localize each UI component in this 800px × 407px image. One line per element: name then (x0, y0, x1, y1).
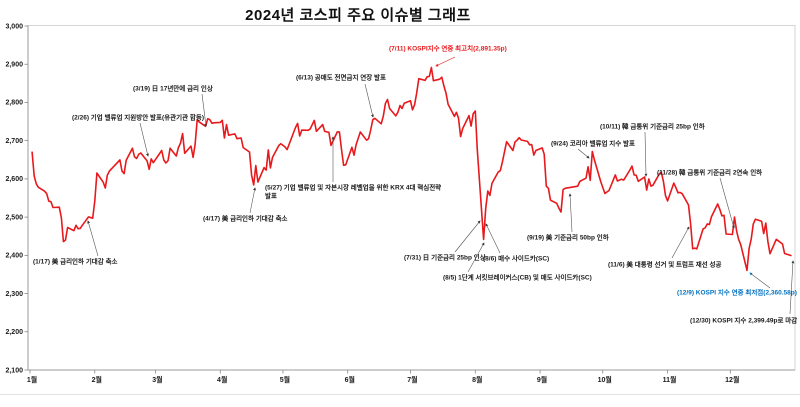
annotation-10-11-bok-cut-25bp-leader (644, 131, 648, 177)
y-axis-label: 2,900 (5, 62, 23, 69)
x-axis-label: 9월 (537, 375, 547, 384)
annotation-12-9-kospi-yearly-low: (12/9) KOSPI 지수 연중 최저점(2,360.58p) (677, 288, 797, 297)
annotation-2-26-value-up-plan: (2/26) 기업 밸류업 지원방안 발표(유관기관 합동) (72, 113, 204, 122)
x-axis-label: 8월 (472, 375, 482, 384)
x-axis-label: 6월 (345, 375, 355, 384)
annotation-9-19-fed-cut-50bp: (9/19) 美 기준금리 50bp 인하 (527, 233, 609, 242)
annotation-12-9-kospi-yearly-low-leader (749, 272, 771, 289)
y-axis-label: 2,100 (5, 367, 23, 374)
annotation-5-27-krx-core-strategy-line2: 발표 (265, 191, 277, 200)
x-axis-label: 11월 (663, 375, 677, 384)
x-axis-label: 10월 (598, 375, 612, 384)
x-axis-label: 4월 (217, 375, 227, 384)
annotation-9-24-korea-value-up-index: (9/24) 코리아 밸류업 지수 발표 (551, 139, 635, 148)
annotation-3-19-boj-rate-hike: (3/19) 日 17년만에 금리 인상 (133, 84, 213, 93)
annotation-11-6-us-election-trump-win-leader (671, 226, 690, 259)
y-axis-label: 3,000 (5, 23, 23, 30)
y-axis-label: 2,300 (5, 291, 23, 298)
y-axis-label: 2,500 (5, 214, 23, 221)
x-axis-label: 5월 (280, 375, 290, 384)
annotation-10-11-bok-cut-25bp: (10/11) 韓 금통위 기준금리 25bp 인하 (600, 122, 705, 131)
annotation-7-11-kospi-yearly-high-leader (435, 56, 456, 67)
annotation-4-17-us-rate-cut-hopes-fade-leader (249, 187, 257, 214)
annotation-9-19-fed-cut-50bp-leader (568, 193, 573, 233)
y-axis-label: 2,800 (5, 100, 23, 107)
annotation-8-6-buy-sidecar: (8/6) 매수 사이드카(SC) (483, 254, 549, 263)
annotation-3-19-boj-rate-hike-leader (201, 93, 208, 127)
plot-frame (27, 25, 796, 371)
annotation-12-30-kospi-year-end-close-leader (789, 260, 795, 315)
annotation-9-24-korea-value-up-index-leader (577, 148, 590, 159)
annotation-11-28-bok-second-consecutive-cut: (11/28) 韓 금통위 기준금리 2연속 인하 (657, 168, 762, 177)
annotation-7-31-boj-rate-hike-25bp-leader (454, 220, 481, 253)
annotation-1-17-us-rate-cut-hopes-fade-leader (87, 220, 99, 257)
annotation-11-28-bok-second-consecutive-cut-leader (719, 177, 735, 229)
y-axis-label: 2,400 (5, 253, 23, 260)
x-axis-label: 2월 (92, 375, 102, 384)
annotation-8-5-circuit-breaker-sell-sidecar: (8/5) 1단계 서킷브레이커스(CB) 및 매도 사이드카(SC) (443, 273, 592, 282)
annotation-11-6-us-election-trump-win: (11/6) 美 대통령 선거 및 트럼프 재선 성공 (608, 260, 722, 269)
annotation-4-17-us-rate-cut-hopes-fade: (4/17) 美 금리인하 기대감 축소 (203, 214, 288, 223)
x-axis-label: 12월 (725, 375, 739, 384)
y-axis-label: 2,600 (5, 176, 23, 183)
x-axis-label: 3월 (152, 375, 162, 384)
annotation-8-5-circuit-breaker-sell-sidecar-leader (467, 242, 485, 273)
annotation-2-26-value-up-plan-leader (139, 122, 149, 157)
x-axis-label: 7월 (407, 375, 417, 384)
annotation-5-27-krx-core-strategy: (5/27) 기업 밸류업 및 자본시장 레벨업을 위한 KRX 4대 핵심전략 (265, 183, 441, 192)
annotation-6-13-short-selling-ban-extension: (6/13) 공매도 전면금지 연장 발표 (296, 73, 386, 82)
annotation-7-31-boj-rate-hike-25bp: (7/31) 日 기준금리 25bp 인상 (404, 253, 486, 262)
kospi-price-line (31, 66, 792, 272)
annotation-1-17-us-rate-cut-hopes-fade: (1/17) 美 금리인하 기대감 축소 (33, 257, 118, 266)
y-axis-label: 2,700 (5, 138, 23, 145)
y-axis-label: 2,200 (5, 329, 23, 336)
annotation-6-13-short-selling-ban-extension-leader (364, 83, 374, 118)
annotation-12-30-kospi-year-end-close: (12/30) KOSPI 지수 2,399.49p로 마감 (690, 316, 797, 325)
annotation-8-6-buy-sidecar-leader (485, 223, 501, 254)
chart-title: 2024년 코스피 주요 이슈별 그래프 (245, 7, 471, 24)
x-axis-label: 1월 (27, 375, 37, 384)
annotation-7-11-kospi-yearly-high: (7/11) KOSPI지수 연중 최고치(2,891.35p) (389, 44, 507, 53)
